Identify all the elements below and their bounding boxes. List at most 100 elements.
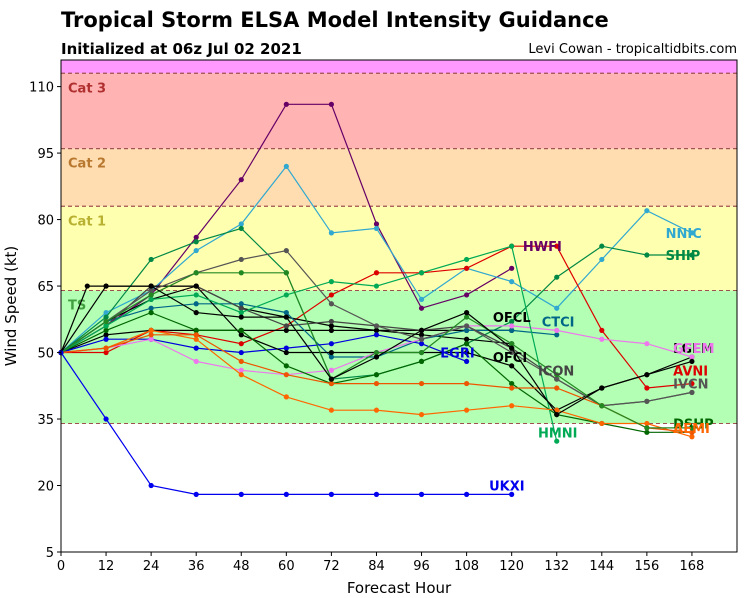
model-point — [418, 270, 425, 276]
model-label: CTCI — [542, 316, 575, 331]
x-tick-label: 24 — [143, 559, 160, 574]
model-point — [328, 292, 334, 298]
model-label: AVNI — [673, 364, 708, 379]
model-point — [103, 323, 109, 329]
model-point — [509, 380, 515, 387]
model-point — [193, 234, 199, 240]
model-point — [238, 358, 244, 365]
model-point — [464, 407, 470, 413]
model-point — [283, 314, 289, 320]
x-tick-label: 84 — [368, 559, 385, 574]
model-label: HWFI — [523, 240, 562, 255]
model-point — [689, 354, 695, 360]
plot-frame — [60, 59, 738, 553]
x-tick-label: 108 — [454, 559, 479, 574]
x-tick-label: 36 — [188, 559, 205, 574]
model-point — [554, 243, 560, 249]
model-label: SHIP — [666, 249, 701, 264]
model-point — [238, 349, 244, 356]
model-label: GFEM — [673, 342, 714, 357]
model-point — [373, 407, 380, 413]
y-tick-label: 110 — [29, 81, 54, 96]
model-point — [373, 283, 380, 289]
model-point — [283, 292, 289, 298]
model-point — [599, 420, 605, 427]
model-point — [599, 243, 605, 249]
model-point — [373, 332, 380, 338]
y-tick-label: 50 — [37, 347, 54, 362]
model-point — [193, 336, 199, 342]
model-point — [283, 310, 289, 316]
model-point — [509, 363, 515, 369]
model-point — [328, 230, 334, 236]
model-point — [283, 349, 289, 356]
model-point — [599, 385, 605, 391]
y-tick-label: 35 — [37, 413, 54, 428]
intensity-band — [61, 60, 737, 74]
model-series — [58, 283, 695, 418]
model-point — [689, 429, 695, 435]
model-point — [283, 491, 289, 497]
model-point — [644, 420, 650, 427]
model-point — [554, 372, 560, 378]
model-point — [464, 380, 470, 387]
model-point — [644, 372, 650, 378]
model-point — [238, 341, 244, 347]
model-point — [283, 247, 289, 254]
model-point — [644, 429, 650, 435]
model-point — [328, 407, 334, 413]
model-point — [103, 345, 109, 351]
model-point — [464, 327, 470, 333]
model-point — [554, 332, 560, 338]
model-point — [373, 372, 380, 378]
model-line — [60, 285, 693, 416]
x-tick-label: 60 — [278, 559, 295, 574]
model-point — [283, 163, 289, 169]
model-point — [238, 314, 244, 320]
model-point — [283, 323, 289, 329]
model-point — [554, 376, 560, 382]
model-point — [103, 310, 109, 316]
model-point — [689, 230, 695, 236]
model-line — [60, 245, 558, 442]
x-tick-label: 120 — [499, 559, 524, 574]
model-point — [689, 380, 695, 387]
model-label: HMNI — [538, 426, 578, 441]
model-point — [373, 221, 380, 227]
model-point — [283, 394, 289, 400]
model-label: IVCN — [673, 378, 708, 393]
chart-title: Tropical Storm ELSA Model Intensity Guid… — [61, 8, 609, 32]
model-point — [193, 247, 199, 254]
model-point — [418, 332, 425, 338]
model-point — [193, 239, 199, 245]
model-point — [148, 287, 154, 294]
model-point — [148, 310, 154, 316]
model-point — [689, 252, 695, 258]
model-point — [418, 305, 425, 311]
x-tick-label: 72 — [323, 559, 340, 574]
model-point — [238, 367, 244, 373]
model-point — [328, 318, 334, 325]
model-point — [373, 323, 380, 329]
chart-credit: Levi Cowan - tropicaltidbits.com — [528, 42, 737, 57]
model-point — [418, 296, 425, 302]
model-point — [464, 336, 470, 342]
model-point — [554, 407, 560, 413]
model-point — [238, 270, 244, 276]
model-point — [103, 314, 109, 320]
model-point — [148, 256, 154, 263]
chart-subtitle: Initialized at 06z Jul 02 2021 — [61, 40, 302, 58]
model-point — [599, 327, 605, 333]
model-point — [103, 283, 109, 289]
model-point — [464, 310, 470, 316]
category-label: TS — [68, 298, 86, 313]
model-point — [148, 292, 154, 298]
model-point — [193, 327, 199, 333]
model-point — [418, 358, 425, 365]
model-point — [509, 279, 515, 285]
model-point — [238, 301, 244, 307]
model-point — [238, 327, 244, 333]
model-point — [554, 274, 560, 280]
y-tick-label: 5 — [46, 546, 54, 561]
model-point — [238, 372, 244, 378]
